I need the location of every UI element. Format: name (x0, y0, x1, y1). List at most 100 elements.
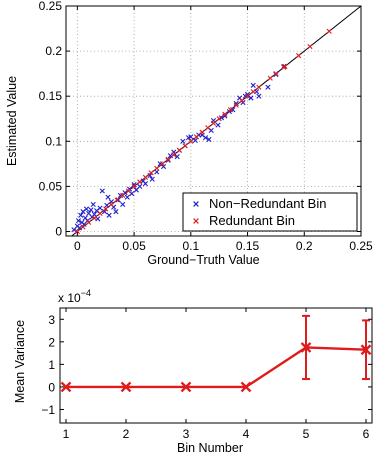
line-plot-panel: 1 2 3 4 5 6 −1 0 1 2 3 x 10−4 Bin Number Mean Var… (13, 288, 373, 455)
non-redundant-point (149, 176, 155, 182)
non-redundant-point-stroke-b (104, 202, 110, 208)
legend-label-non-redundant: Non−Redundant Bin (209, 196, 326, 211)
redundant-point (205, 125, 211, 131)
legend-x-marker-stroke-b (193, 201, 199, 207)
scatter-x-tick-label: 0.1 (182, 239, 199, 253)
redundant-point-stroke-b (227, 107, 234, 113)
redundant-point (282, 63, 288, 70)
redundant-point-stroke-b (165, 156, 171, 162)
non-redundant-point-stroke-b (83, 206, 90, 212)
non-redundant-point (165, 157, 171, 163)
line-y-tick-label: 0 (48, 380, 55, 394)
legend-x-marker (193, 218, 199, 224)
scatter-tick-marks (66, 5, 362, 236)
redundant-point (154, 165, 160, 171)
redundant-point-stroke-b (137, 179, 143, 185)
non-redundant-point (174, 154, 180, 160)
line-x-tick-label: 6 (363, 427, 370, 441)
non-redundant-point-stroke-b (82, 215, 88, 221)
non-redundant-point (215, 122, 221, 128)
data-point-marker (240, 381, 252, 393)
scatter-y-tick-label: 0.05 (39, 179, 63, 193)
redundant-point (239, 98, 245, 104)
non-redundant-point-stroke-b (250, 82, 256, 88)
redundant-point (176, 147, 183, 153)
non-redundant-point (105, 194, 111, 200)
line-tick-marks (60, 308, 372, 423)
non-redundant-point-stroke-b (105, 194, 111, 200)
non-redundant-point-stroke-b (233, 100, 239, 107)
line-x-tick-labels: 1 2 3 4 5 6 (63, 427, 370, 441)
data-point-marker-stroke-b (120, 381, 132, 393)
non-redundant-point (101, 209, 108, 215)
scatter-x-tick-labels: 0 0.05 0.1 0.15 0.2 0.25 (74, 239, 373, 253)
non-redundant-point-stroke-b (237, 95, 243, 101)
redundant-point (296, 53, 302, 59)
non-redundant-point-stroke-b (77, 225, 83, 231)
scatter-y-axis-label: Estimated Value (5, 76, 19, 166)
redundant-point (86, 219, 92, 226)
non-redundant-point (256, 93, 262, 99)
non-redundant-point (137, 183, 143, 189)
data-point-marker (180, 381, 192, 393)
non-redundant-point-stroke-b (90, 201, 96, 208)
redundant-point (120, 192, 126, 199)
redundant-point (142, 174, 149, 180)
non-redundant-point-stroke-b (88, 207, 94, 213)
line-y-tick-label: 3 (48, 313, 55, 327)
redundant-point (326, 28, 332, 34)
redundant-point (91, 215, 97, 221)
non-redundant-point (75, 218, 82, 224)
scatter-y-tick-label: 0.15 (39, 89, 63, 103)
non-redundant-point (180, 138, 186, 144)
scatter-y-tick-labels: 0 0.05 0.1 0.15 0.2 0.25 (39, 0, 63, 238)
non-redundant-point-stroke-b (188, 134, 194, 140)
redundant-point-stroke-b (142, 174, 149, 180)
redundant-point (193, 134, 200, 140)
redundant-point (256, 84, 262, 90)
redundant-point-stroke-b (210, 120, 217, 126)
non-redundant-point-stroke-b (206, 136, 212, 143)
non-redundant-point-stroke-b (281, 63, 287, 70)
data-point-marker-stroke-b (60, 381, 72, 393)
scatter-axes-frame (65, 5, 362, 237)
line-x-tick-label: 5 (303, 427, 310, 441)
scatter-x-axis-label: Ground−Truth Value (147, 253, 259, 267)
legend-label-redundant: Redundant Bin (209, 213, 295, 228)
redundant-point-stroke-b (125, 188, 131, 194)
scatter-plot-panel: 0 0.05 0.1 0.15 0.2 0.25 00.050.10.150.20.25 … (5, 0, 373, 267)
scatter-x-tick-label: 0 (74, 239, 81, 253)
redundant-point (307, 43, 313, 50)
non-redundant-point (281, 63, 287, 70)
mean-variance-line (66, 346, 367, 389)
legend-box (182, 192, 358, 232)
data-point-marker-stroke-b (300, 342, 312, 353)
redundant-point-stroke-b (171, 152, 177, 158)
redundant-point (137, 179, 143, 185)
non-redundant-point-stroke-b (131, 181, 137, 188)
legend-marker-non-redundant (193, 201, 199, 207)
non-redundant-point (202, 135, 209, 141)
redundant-point (222, 111, 228, 117)
data-point-marker-stroke-b (360, 344, 372, 356)
non-redundant-point (248, 95, 254, 101)
scatter-x-tick-label: 0.15 (236, 239, 260, 253)
legend-x-marker-stroke-b (193, 218, 199, 224)
redundant-point-stroke-b (148, 170, 154, 176)
non-redundant-point (206, 136, 212, 143)
non-redundant-point (115, 197, 121, 203)
redundant-point (244, 93, 251, 99)
non-redundant-point (142, 181, 149, 187)
redundant-point-stroke-b (193, 134, 200, 140)
non-redundant-point (88, 207, 94, 213)
non-redundant-point-stroke-b (86, 210, 92, 217)
redundant-point-stroke-b (326, 28, 332, 34)
non-redundant-point-stroke-b (99, 188, 105, 194)
non-redundant-point-stroke-b (137, 183, 143, 189)
data-point-marker (60, 381, 72, 393)
scatter-x-tick-label: 0.25 (349, 239, 373, 253)
redundant-point-stroke-b (176, 147, 183, 153)
line-y-tick-label: 1 (48, 358, 55, 372)
redundant-point (233, 102, 239, 108)
y-exponent-label: x 10−4 (58, 288, 91, 305)
